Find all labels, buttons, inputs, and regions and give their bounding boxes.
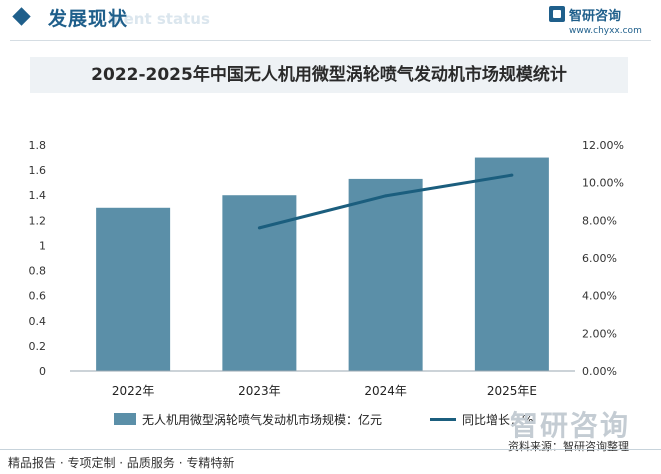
bar — [474, 157, 549, 371]
y-right-tick-label: 10.00% — [582, 177, 624, 190]
x-tick-label: 2025年E — [487, 384, 537, 398]
x-tick-label: 2023年 — [238, 384, 281, 398]
legend-line-label: 同比增长：% — [462, 413, 534, 427]
chart-title-bar: 2022-2025年中国无人机用微型涡轮喷气发动机市场规模统计 — [30, 57, 628, 93]
section-title: 发展现状 — [48, 8, 129, 30]
y-left-tick-label: 0.6 — [29, 290, 47, 303]
growth-point — [257, 226, 261, 230]
y-left-tick-label: 1.4 — [29, 189, 47, 202]
bar — [348, 178, 423, 371]
header: ment status 发展现状 智研咨询 www.chyxx.com — [0, 0, 661, 40]
footer-slogan: 精品报告 · 专项定制 · 品质服务 · 专精特新 — [8, 456, 235, 470]
legend-line-swatch — [430, 418, 456, 421]
y-left-tick-label: 0.4 — [29, 315, 47, 328]
growth-point — [384, 194, 388, 198]
y-right-tick-label: 6.00% — [582, 252, 617, 265]
y-left-tick-label: 0 — [39, 365, 46, 378]
diamond-icon — [12, 7, 31, 26]
brand-url: www.chyxx.com — [569, 26, 642, 36]
y-left-tick-label: 1 — [39, 239, 46, 252]
brand: 智研咨询 www.chyxx.com — [549, 5, 642, 39]
brand-logo-icon — [549, 6, 565, 22]
y-left-tick-label: 1.2 — [29, 214, 47, 227]
section-subtitle: ment status — [108, 10, 210, 28]
source-text: 资料来源：智研咨询整理 — [508, 440, 629, 453]
bar — [96, 207, 171, 371]
y-right-tick-label: 2.00% — [582, 327, 617, 340]
y-right-tick-label: 4.00% — [582, 290, 617, 303]
chart-title: 2022-2025年中国无人机用微型涡轮喷气发动机市场规模统计 — [91, 65, 567, 85]
legend-bar-swatch — [114, 413, 136, 425]
y-left-tick-label: 1.8 — [29, 139, 47, 152]
legend-bar-label: 无人机用微型涡轮喷气发动机市场规模：亿元 — [142, 413, 383, 427]
footer-brand-watermark: 智研咨询 — [510, 409, 631, 442]
y-left-tick-label: 1.6 — [29, 164, 47, 177]
x-tick-label: 2024年 — [364, 384, 407, 398]
x-tick-label: 2022年 — [112, 384, 155, 398]
brand-name: 智研咨询 — [569, 9, 622, 24]
y-left-tick-label: 0.2 — [29, 340, 47, 353]
bar — [222, 195, 297, 371]
y-right-tick-label: 12.00% — [582, 139, 624, 152]
y-right-tick-label: 8.00% — [582, 214, 617, 227]
legend: 无人机用微型涡轮喷气发动机市场规模：亿元 同比增长：% — [0, 409, 661, 431]
growth-point — [510, 173, 514, 177]
chart: 0 0.2 0.4 0.6 0.8 1 1.2 1.4 1.6 1.8 0.00% 2.00% 4.00… — [29, 139, 624, 398]
footer-divider — [0, 449, 661, 450]
y-right-tick-label: 0.00% — [582, 365, 617, 378]
y-left-tick-label: 0.8 — [29, 265, 47, 278]
header-divider — [10, 40, 651, 41]
